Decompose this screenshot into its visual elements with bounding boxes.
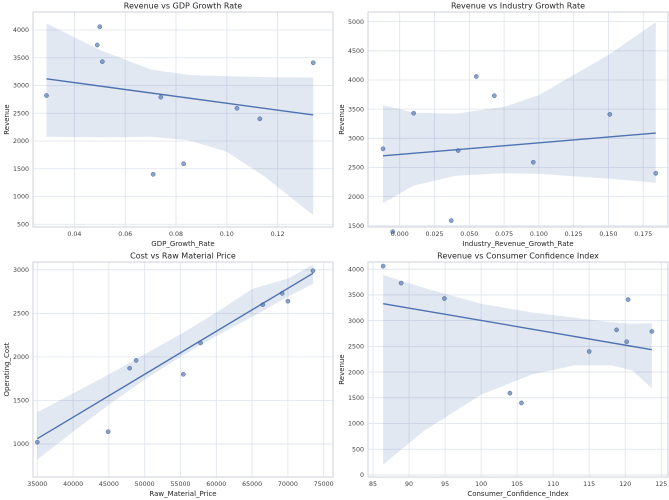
svg-text:0: 0: [359, 472, 363, 479]
svg-text:2500: 2500: [13, 110, 29, 117]
svg-text:3000: 3000: [347, 136, 363, 143]
svg-text:60000: 60000: [206, 481, 226, 488]
svg-text:2500: 2500: [347, 165, 363, 172]
svg-text:0.125: 0.125: [564, 231, 582, 238]
svg-text:Revenue vs GDP Growth Rate: Revenue vs GDP Growth Rate: [124, 2, 242, 11]
svg-text:50000: 50000: [135, 481, 155, 488]
svg-text:70000: 70000: [278, 481, 298, 488]
svg-text:0.06: 0.06: [118, 231, 132, 238]
chart-revenue-vs-gdp-growth-rate: 0.04 0.06 0.08 0.10 0.12 500 1000 1500 2000 2500 3…: [0, 0, 335, 250]
svg-text:1500: 1500: [347, 395, 363, 402]
svg-text:Revenue vs Industry Growth Rat: Revenue vs Industry Growth Rate: [450, 2, 584, 11]
svg-text:1000: 1000: [347, 421, 363, 428]
svg-text:35000: 35000: [27, 481, 47, 488]
chart-revenue-vs-industry-growth-rate: 0.000 0.025 0.050 0.075 0.100 0.125 0.150 0.175…: [334, 0, 669, 250]
svg-text:Revenue: Revenue: [338, 104, 346, 135]
subplot-revenue-vs-consumer-confidence: 85 90 95 100 105 110 115 120 125 0 500 1000 1500 2000…: [334, 250, 669, 500]
svg-text:2000: 2000: [347, 369, 363, 376]
svg-text:Revenue: Revenue: [3, 104, 11, 135]
chart-revenue-vs-consumer-confidence-index: 85 90 95 100 105 110 115 120 125 0 500 1000 1500 2000…: [334, 250, 669, 500]
svg-text:1000: 1000: [13, 194, 29, 201]
svg-text:500: 500: [17, 221, 29, 228]
svg-text:4000: 4000: [13, 27, 29, 34]
svg-text:0.150: 0.150: [599, 231, 617, 238]
svg-text:4500: 4500: [347, 48, 363, 55]
svg-text:2000: 2000: [347, 194, 363, 201]
svg-text:1500: 1500: [13, 398, 29, 405]
svg-text:95: 95: [441, 481, 449, 488]
svg-text:0.175: 0.175: [634, 231, 652, 238]
svg-text:100: 100: [475, 481, 487, 488]
svg-text:Industry_Revenue_Growth_Rate: Industry_Revenue_Growth_Rate: [462, 240, 573, 248]
svg-text:40000: 40000: [63, 481, 83, 488]
svg-text:Revenue vs Consumer Confidence: Revenue vs Consumer Confidence Index: [437, 252, 599, 261]
svg-text:55000: 55000: [170, 481, 190, 488]
svg-text:110: 110: [547, 481, 559, 488]
svg-text:45000: 45000: [99, 481, 119, 488]
svg-text:4000: 4000: [347, 266, 363, 273]
svg-text:0.075: 0.075: [495, 231, 513, 238]
subplot-cost-vs-raw-material-price: 35000 40000 45000 50000 55000 60000 65000 70000…: [0, 250, 335, 500]
svg-text:3000: 3000: [13, 83, 29, 90]
svg-text:3500: 3500: [347, 292, 363, 299]
svg-text:115: 115: [583, 481, 595, 488]
svg-text:Consumer_Confidence_Index: Consumer_Confidence_Index: [467, 490, 568, 498]
svg-text:3000: 3000: [13, 267, 29, 274]
svg-text:1500: 1500: [13, 166, 29, 173]
svg-text:0.12: 0.12: [271, 231, 285, 238]
svg-text:Revenue: Revenue: [338, 354, 346, 385]
svg-text:5000: 5000: [347, 19, 363, 26]
subplot-revenue-vs-industry-growth: 0.000 0.025 0.050 0.075 0.100 0.125 0.150 0.175…: [334, 0, 669, 250]
svg-text:2000: 2000: [13, 138, 29, 145]
svg-text:500: 500: [351, 446, 363, 453]
svg-text:125: 125: [655, 481, 667, 488]
svg-text:3500: 3500: [13, 55, 29, 62]
svg-text:1500: 1500: [347, 223, 363, 230]
svg-text:0.100: 0.100: [529, 231, 547, 238]
svg-text:85: 85: [369, 481, 377, 488]
svg-text:0.050: 0.050: [460, 231, 478, 238]
chart-cost-vs-raw-material-price: 35000 40000 45000 50000 55000 60000 65000 70000…: [0, 250, 335, 500]
svg-text:0.04: 0.04: [67, 231, 81, 238]
svg-text:0.10: 0.10: [220, 231, 234, 238]
svg-text:Operating_Cost: Operating_Cost: [3, 342, 11, 396]
svg-text:1000: 1000: [13, 441, 29, 448]
svg-text:90: 90: [405, 481, 413, 488]
svg-text:0.08: 0.08: [169, 231, 183, 238]
subplot-revenue-vs-gdp-growth: 0.04 0.06 0.08 0.10 0.12 500 1000 1500 2000 2500 3…: [0, 0, 335, 250]
svg-text:GDP_Growth_Rate: GDP_Growth_Rate: [151, 240, 214, 248]
svg-text:3000: 3000: [347, 318, 363, 325]
svg-text:0.000: 0.000: [390, 231, 408, 238]
svg-text:0.025: 0.025: [425, 231, 443, 238]
svg-text:105: 105: [511, 481, 523, 488]
svg-text:Raw_Material_Price: Raw_Material_Price: [149, 490, 216, 498]
svg-text:Cost vs Raw Material Price: Cost vs Raw Material Price: [130, 252, 236, 261]
svg-text:2500: 2500: [13, 311, 29, 318]
svg-text:65000: 65000: [242, 481, 262, 488]
svg-text:2000: 2000: [13, 354, 29, 361]
svg-text:4000: 4000: [347, 77, 363, 84]
svg-text:120: 120: [619, 481, 631, 488]
svg-text:75000: 75000: [314, 481, 334, 488]
svg-text:3500: 3500: [347, 106, 363, 113]
svg-text:2500: 2500: [347, 344, 363, 351]
